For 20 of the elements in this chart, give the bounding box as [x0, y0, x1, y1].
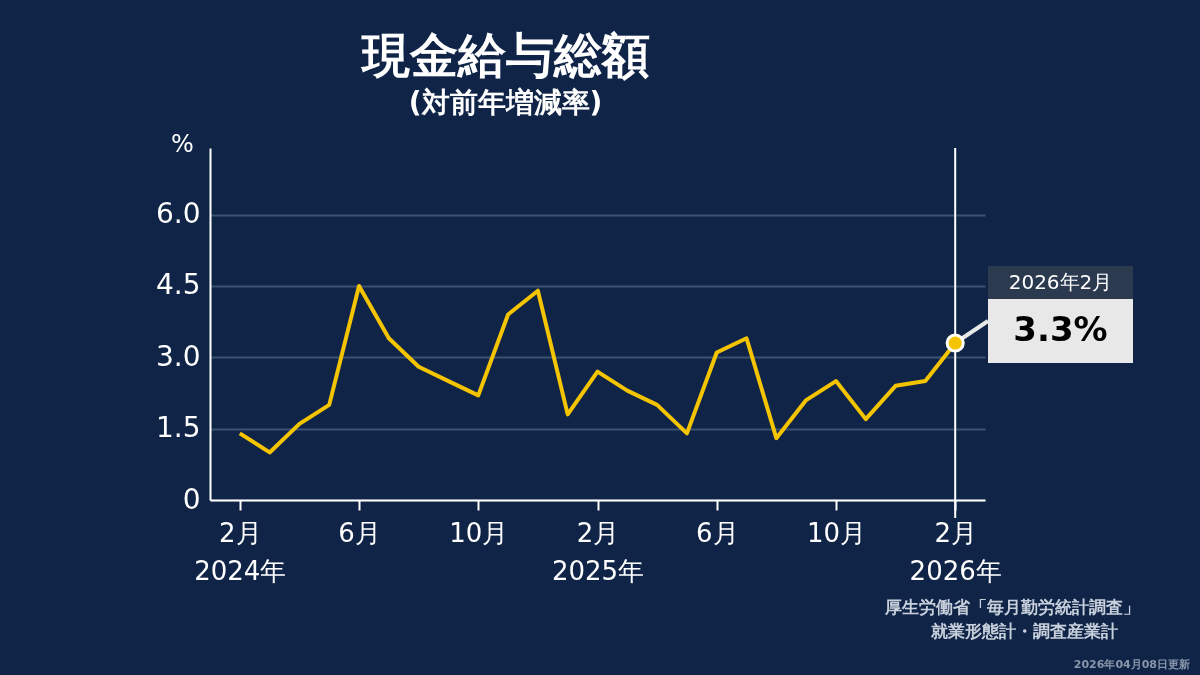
- x-tick-label: 2月 2026年: [909, 517, 1002, 586]
- y-axis-title: %: [171, 129, 194, 158]
- chart-subtitle: (対前年増減率): [408, 86, 603, 119]
- x-tick-label: 2月 2024年: [194, 517, 287, 586]
- y-tick-label: 0: [182, 482, 201, 516]
- x-tick-label: 2月 2025年: [551, 517, 645, 586]
- annotation: 3.3%: [1013, 309, 1108, 350]
- x-tick-label: 10月: [806, 517, 867, 548]
- text: 2026年04月08日更新: [1073, 658, 1190, 671]
- y-tick-label: 3.0: [155, 339, 201, 373]
- x-tick-label: 6月: [338, 517, 381, 548]
- x-tick-label: 10月: [449, 517, 509, 548]
- x-tick-label: 6月: [695, 517, 739, 548]
- y-tick-label: 1.5: [155, 411, 201, 445]
- y-tick-label: 4.5: [155, 268, 201, 302]
- text: 厚生労働省「毎月勤労統計調査」: [884, 597, 1140, 617]
- text: 2026年2月: [1008, 269, 1113, 294]
- text: 就業形態計・調査産業計: [930, 621, 1118, 641]
- y-tick-label: 6.0: [155, 197, 201, 231]
- chart-title: 現金給与総額: [359, 27, 650, 83]
